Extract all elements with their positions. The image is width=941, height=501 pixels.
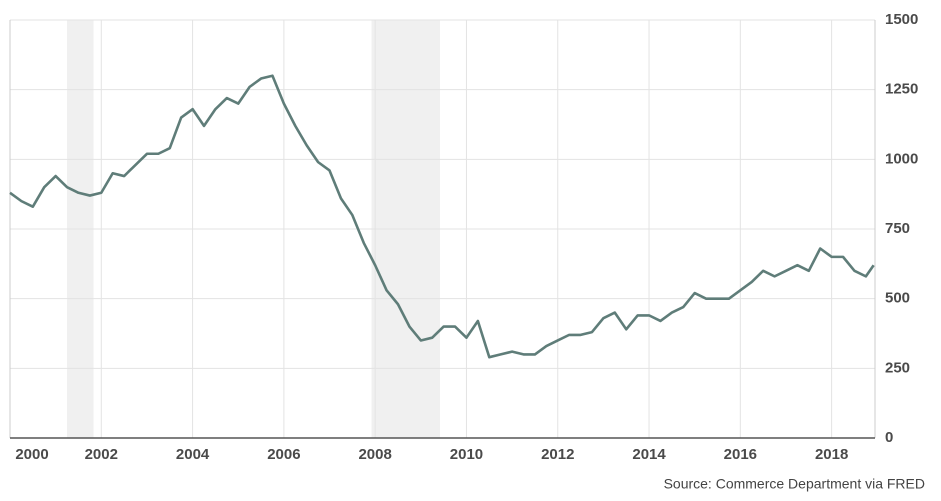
- x-tick-label: 2002: [85, 446, 118, 463]
- x-tick-label: 2004: [176, 446, 210, 463]
- x-tick-label: 2010: [450, 446, 483, 463]
- x-tick-label: 2016: [724, 446, 757, 463]
- y-tick-label: 1500: [885, 11, 918, 28]
- source-note: Source: Commerce Department via FRED: [664, 476, 925, 492]
- x-tick-label: 2000: [15, 446, 48, 463]
- y-tick-label: 500: [885, 290, 910, 307]
- x-tick-label: 2006: [267, 446, 300, 463]
- y-tick-label: 1000: [885, 150, 918, 167]
- y-tick-label: 0: [885, 429, 893, 446]
- y-tick-label: 750: [885, 220, 910, 237]
- y-tick-label: 250: [885, 359, 910, 376]
- x-tick-label: 2014: [632, 446, 666, 463]
- y-tick-label: 1250: [885, 81, 918, 98]
- x-tick-label: 2008: [358, 446, 391, 463]
- data-line: [9, 74, 875, 359]
- x-tick-label: 2018: [815, 446, 848, 463]
- x-tick-label: 2012: [541, 446, 574, 463]
